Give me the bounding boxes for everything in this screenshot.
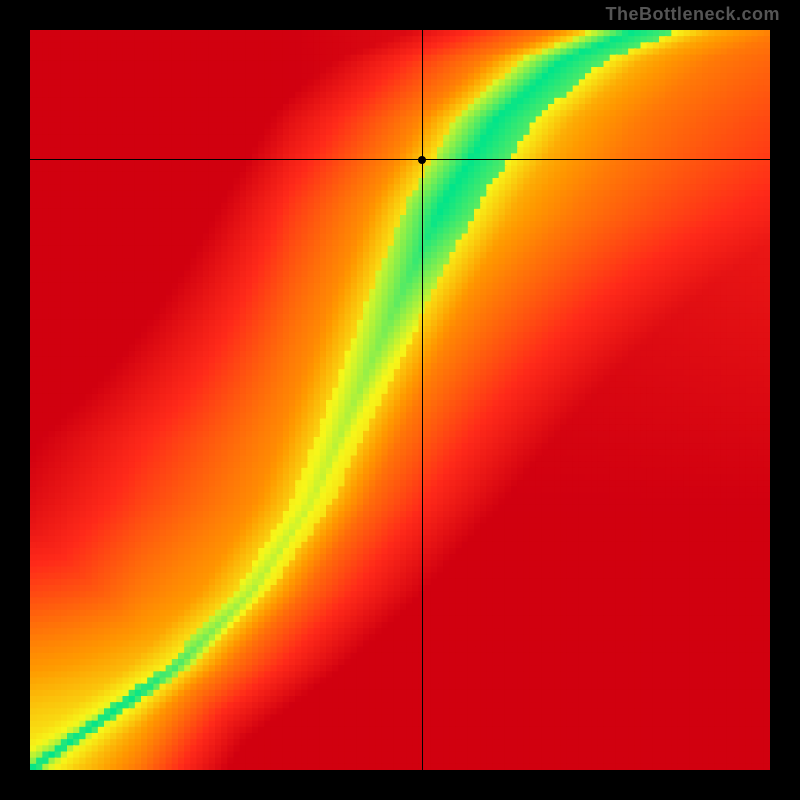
- heatmap-canvas: [30, 30, 770, 770]
- crosshair-horizontal: [30, 159, 770, 160]
- crosshair-vertical: [422, 30, 423, 770]
- plot-area: [30, 30, 770, 770]
- marker-dot: [418, 156, 426, 164]
- watermark-text: TheBottleneck.com: [605, 4, 780, 25]
- chart-container: TheBottleneck.com: [0, 0, 800, 800]
